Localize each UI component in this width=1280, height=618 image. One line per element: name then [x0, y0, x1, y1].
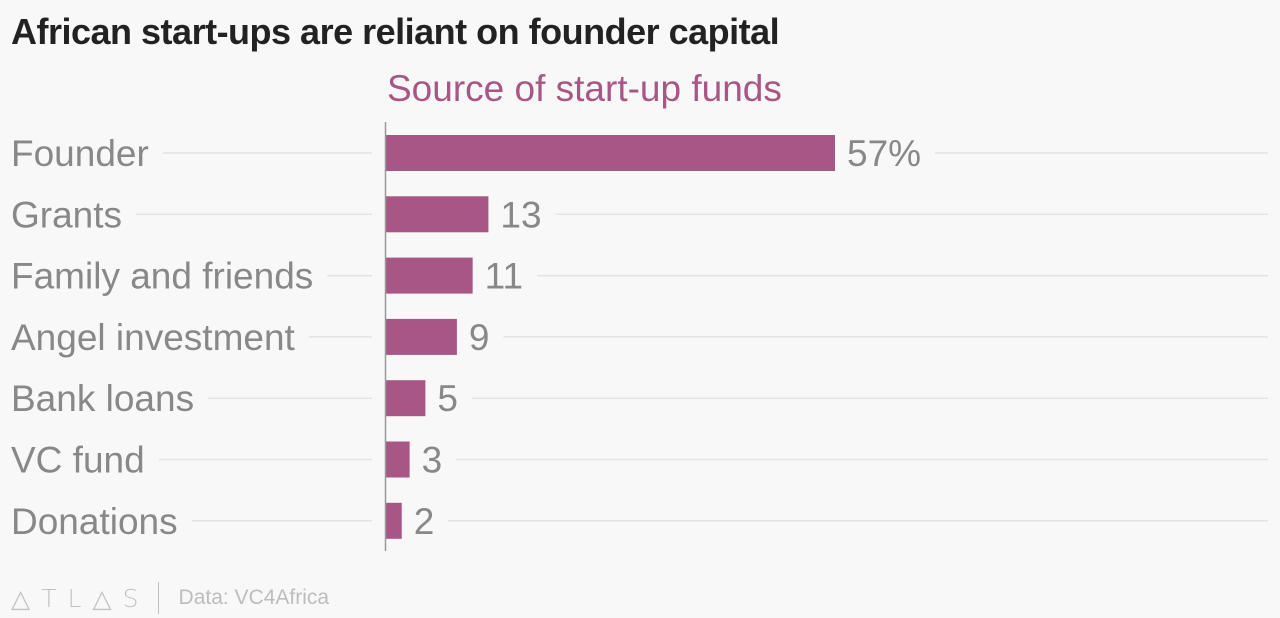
- category-labels: Founder Grants Family and friends Angel inv…: [11, 133, 313, 542]
- gridlines: [136, 152, 1268, 522]
- value-label-bank-loans: 5: [437, 378, 458, 419]
- value-labels: 57% 13 11 95 3 2: [414, 133, 921, 542]
- value-label-grants: 13: [500, 194, 541, 235]
- category-label-vc-fund: VC fund: [11, 440, 145, 481]
- bar-bank-loans: [386, 380, 426, 417]
- bar-family-and-friends: [386, 257, 473, 294]
- value-label-vc-fund: 3: [422, 440, 443, 481]
- category-label-founder: Founder: [11, 133, 149, 174]
- footer-divider: [157, 582, 159, 614]
- bar-donations: [386, 502, 402, 539]
- chart-footer: △TL△S Data: VC4Africa: [11, 580, 329, 616]
- value-label-donations: 2: [414, 501, 435, 542]
- source-note: Data: VC4Africa: [178, 586, 330, 609]
- bar-grants: [386, 196, 489, 233]
- bar-chart: Source of start-up funds Founder Grants Fa…: [11, 68, 1268, 551]
- value-label-angel-investment: 9: [469, 317, 490, 358]
- bar-vc-fund: [386, 441, 410, 478]
- value-label-family-and-friends: 11: [485, 256, 523, 297]
- category-label-angel-investment: Angel investment: [11, 317, 296, 358]
- category-label-family-and-friends: Family and friends: [11, 256, 313, 297]
- category-label-bank-loans: Bank loans: [11, 378, 194, 419]
- atlas-logo: △TL△S: [11, 583, 150, 613]
- value-label-founder: 57%: [847, 133, 921, 174]
- bar-angel-investment: [386, 318, 457, 355]
- chart-title: African start-ups are reliant on founder…: [11, 11, 780, 52]
- bar-founder: [386, 135, 835, 171]
- chart-subtitle: Source of start-up funds: [387, 68, 782, 109]
- bars: [386, 135, 835, 539]
- category-label-grants: Grants: [11, 194, 122, 235]
- category-label-donations: Donations: [11, 501, 178, 542]
